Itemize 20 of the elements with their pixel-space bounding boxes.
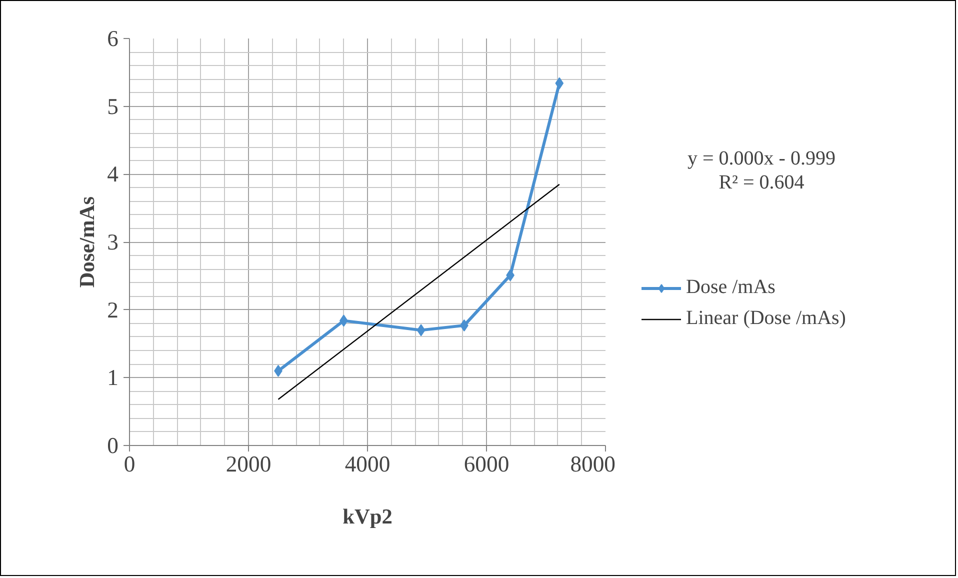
x-tick-label: 4000	[344, 452, 390, 476]
y-tick-label: 6	[107, 26, 118, 51]
x-tick-label: 8000	[570, 452, 616, 476]
text: R² = 0.604	[718, 172, 804, 194]
x-tick-label: 0	[124, 452, 136, 476]
x-axis-title: kVp2	[342, 504, 392, 528]
x-tick-label: 6000	[464, 452, 510, 476]
y-tick-label: 0	[107, 433, 118, 458]
legend-label: Linear (Dose /mAs)	[686, 307, 846, 330]
y-tick-label: 3	[107, 230, 118, 254]
y-axis-title: Dose/mAs	[75, 196, 100, 288]
y-tick-label: 5	[107, 94, 118, 119]
text: y = 0.000x - 0.999	[688, 148, 836, 170]
y-tick-label: 1	[107, 365, 118, 390]
legend-label: Dose /mAs	[686, 276, 776, 299]
point	[416, 324, 426, 336]
point	[555, 77, 564, 90]
y-tick-label: 4	[107, 162, 118, 187]
x-tick-label: 2000	[226, 452, 272, 476]
y-tick-label: 2	[107, 297, 118, 322]
